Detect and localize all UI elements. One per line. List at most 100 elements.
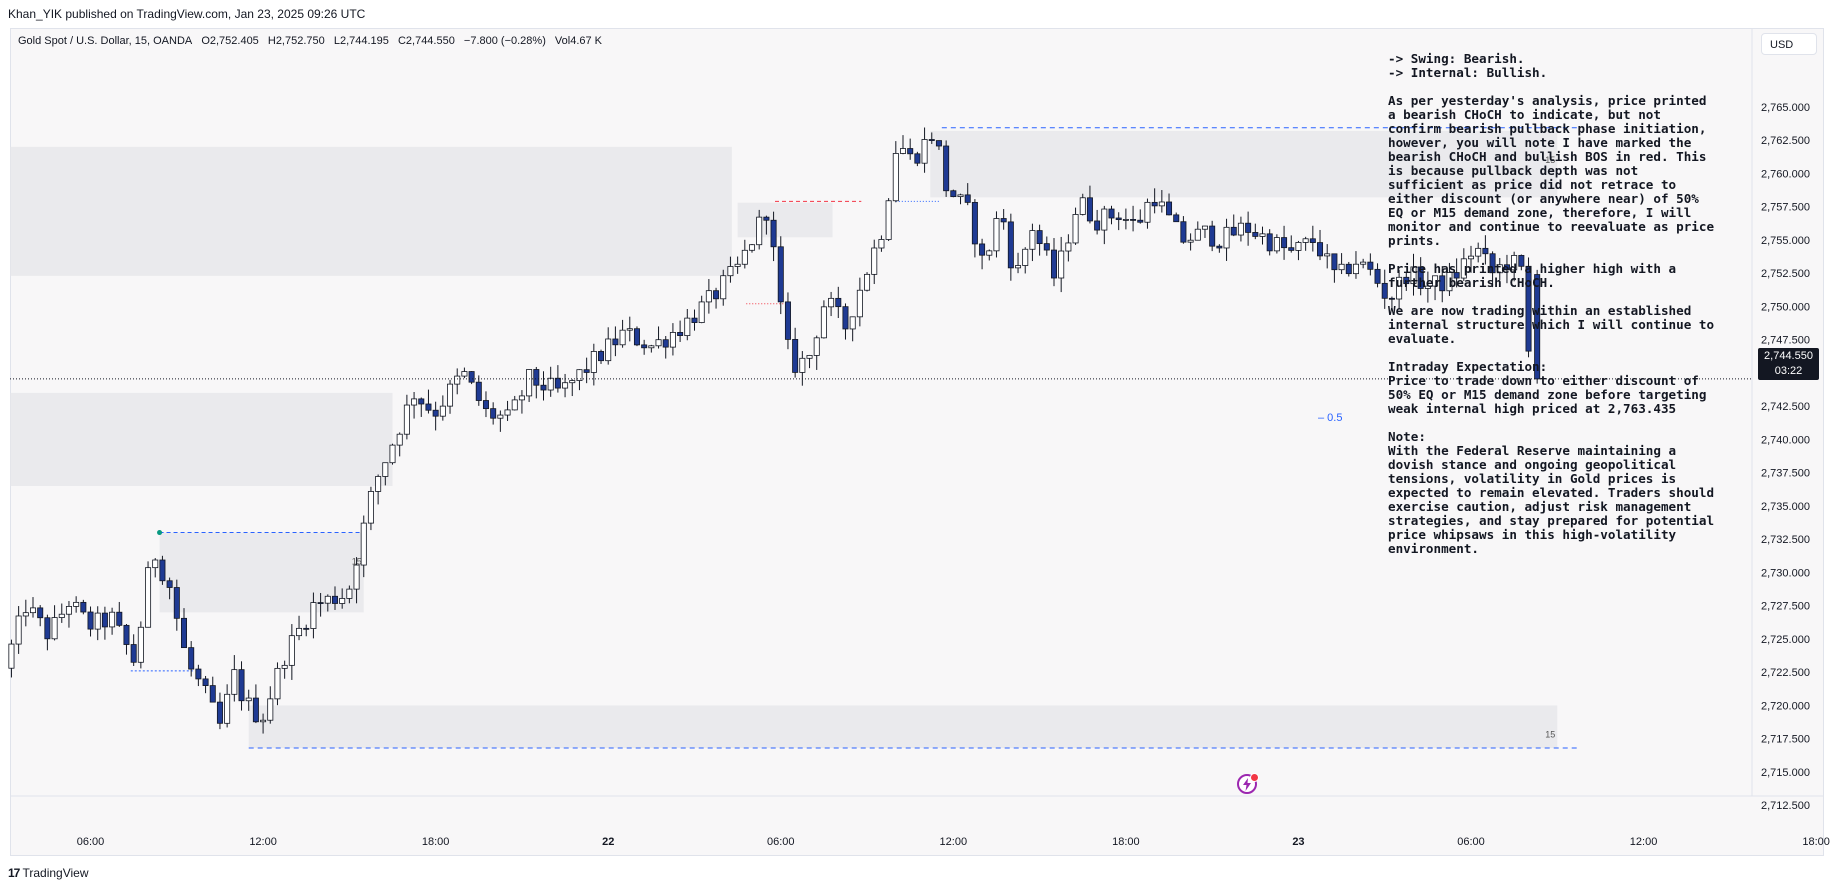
lightning-icon: [1243, 778, 1251, 791]
candle: [1410, 253, 1417, 296]
candle: [65, 601, 72, 628]
price-tick-label: 2,715.000: [1761, 767, 1810, 779]
candle: [828, 291, 835, 317]
candle: [799, 351, 806, 386]
time-tick-label: 12:00: [249, 836, 277, 848]
candle: [195, 664, 202, 687]
price-tick-label: 2,737.500: [1761, 468, 1810, 480]
candle: [1245, 211, 1252, 246]
candle: [734, 256, 741, 274]
price-tick-label: 2,760.000: [1761, 168, 1810, 180]
currency-button[interactable]: USD: [1761, 33, 1817, 55]
candle: [1302, 236, 1309, 251]
candle: [1374, 263, 1381, 288]
candle: [432, 401, 439, 431]
candle: [303, 624, 310, 637]
candle: [655, 326, 662, 349]
candle: [346, 585, 353, 604]
candle: [763, 215, 770, 235]
candle: [439, 395, 446, 421]
zone-top-right[interactable]: [930, 130, 1558, 198]
candle: [1432, 275, 1439, 301]
alert-button[interactable]: [1237, 773, 1259, 794]
candle: [741, 239, 748, 269]
time-tick-label: 18:00: [1802, 836, 1830, 848]
legend-close: C2,744.550: [397, 35, 455, 47]
symbol-legend[interactable]: Gold Spot / U.S. Dollar, 15, OANDA O2,75…: [18, 35, 608, 47]
candle: [389, 443, 396, 465]
candle: [58, 603, 65, 623]
alert-notification-dot: [1250, 773, 1259, 782]
candle: [907, 138, 914, 160]
candle: [849, 316, 856, 342]
candle: [1424, 271, 1431, 303]
candle: [116, 601, 123, 627]
candle: [1417, 257, 1424, 296]
candle: [598, 349, 605, 364]
candle: [518, 390, 525, 414]
candle: [231, 655, 238, 702]
candle: [224, 684, 231, 728]
candle: [626, 316, 633, 342]
candle: [1439, 266, 1446, 303]
candle: [1079, 193, 1086, 216]
candle: [360, 515, 367, 578]
candle: [590, 343, 597, 386]
candle: [145, 561, 152, 628]
candle: [1309, 225, 1316, 252]
note-title: Note:: [1388, 429, 1426, 444]
candle: [842, 303, 849, 340]
candle: [1173, 212, 1180, 223]
candle: [1187, 233, 1194, 251]
candle: [677, 320, 684, 342]
candle: [835, 286, 842, 319]
zone-pullback[interactable]: [737, 202, 833, 238]
time-tick-label: 06:00: [767, 836, 795, 848]
candle: [569, 379, 576, 397]
candle: [245, 689, 252, 711]
candle: [1072, 207, 1079, 245]
candle: [260, 713, 267, 734]
candle: [1108, 205, 1115, 225]
candle: [612, 326, 619, 357]
legend-symbol: Gold Spot / U.S. Dollar, 15, OANDA: [18, 35, 193, 47]
candle: [892, 141, 899, 203]
candle: [1209, 220, 1216, 252]
candle: [267, 686, 274, 724]
candle: [1201, 225, 1208, 238]
candle: [216, 692, 223, 730]
lines-layer: [130, 127, 1578, 749]
candle: [526, 369, 533, 402]
candle: [1475, 242, 1482, 263]
candle: [993, 211, 1000, 258]
tradingview-brand[interactable]: 17 TradingView: [8, 866, 89, 880]
candle: [252, 684, 259, 724]
swing-line: -> Swing: Bearish.: [1388, 51, 1525, 66]
legend-volume: Vol4.67 K: [554, 35, 603, 47]
current-price-value: 2,744.550: [1764, 350, 1813, 362]
candle: [1367, 253, 1374, 276]
price-tick-label: 2,717.500: [1761, 734, 1810, 746]
candle: [662, 336, 669, 359]
zone-left-mid[interactable]: [10, 392, 393, 486]
price-tick-label: 2,720.000: [1761, 700, 1810, 712]
price-axis: 2,765.000 2,762.500 2,760.000 2,757.500 2,75…: [1761, 102, 1810, 812]
candle: [720, 269, 727, 306]
candle: [1460, 248, 1467, 282]
candle: [1230, 214, 1237, 237]
demand-zone-m15[interactable]: [248, 705, 1558, 749]
candle: [1144, 198, 1151, 229]
candle: [1266, 229, 1273, 256]
candle: [504, 400, 511, 421]
candle: [1115, 212, 1122, 231]
analysis-text-note[interactable]: -> Swing: Bearish. -> Internal: Bullish.…: [1388, 52, 1718, 570]
analysis-para-1: As per yesterday's analysis, price print…: [1388, 93, 1715, 248]
candle: [331, 586, 338, 610]
candle: [281, 660, 288, 679]
candle: [806, 354, 813, 369]
candle: [87, 606, 94, 637]
price-tick-label: 2,732.500: [1761, 534, 1810, 546]
tradingview-logo-icon: 17: [8, 866, 20, 880]
supply-zone-upper-left[interactable]: [10, 146, 732, 276]
